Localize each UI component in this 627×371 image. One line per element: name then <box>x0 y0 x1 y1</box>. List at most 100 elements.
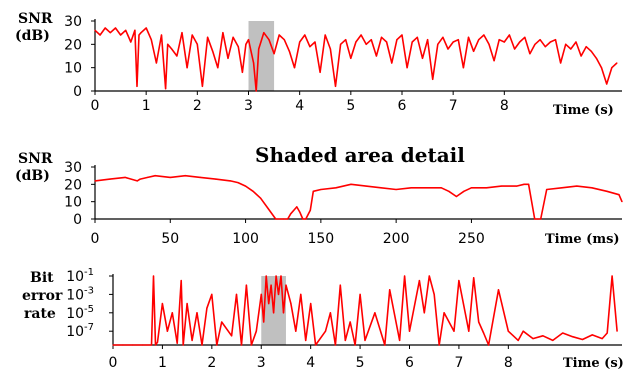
data-point <box>216 344 218 346</box>
data-point <box>275 218 277 220</box>
data-point <box>273 312 275 314</box>
data-point <box>498 39 500 41</box>
data-point <box>319 71 321 73</box>
data-point <box>513 48 516 50</box>
data-point <box>478 321 480 323</box>
data-point <box>575 41 577 43</box>
data-point <box>391 62 393 64</box>
data-point <box>196 43 198 45</box>
data-point <box>206 307 208 309</box>
data-point <box>396 39 398 41</box>
data-point <box>621 201 623 203</box>
x-tick-label: 7 <box>449 98 458 114</box>
data-point <box>152 275 155 277</box>
x-tick-label: 200 <box>383 231 410 247</box>
data-point <box>437 43 439 45</box>
data-point <box>611 67 613 69</box>
data-point <box>519 41 521 43</box>
data-point <box>418 280 420 282</box>
data-point <box>217 67 219 69</box>
y-axis-label-line-2: error <box>22 288 63 304</box>
data-point <box>389 289 391 291</box>
y-axis-label-line-1: SNR <box>18 151 53 167</box>
y-axis-label-line-2: (dB) <box>15 28 50 44</box>
data-point <box>150 344 153 346</box>
data-point <box>458 280 460 282</box>
data-point <box>423 312 425 314</box>
data-point <box>237 182 239 184</box>
x-tick-label: 2 <box>193 98 202 114</box>
x-tick-label: 4 <box>295 98 304 114</box>
data-point <box>277 293 280 295</box>
data-point <box>290 213 292 215</box>
x-tick-label: 50 <box>161 231 179 247</box>
data-point <box>478 39 480 41</box>
data-point <box>169 176 171 178</box>
x-tick-label: 150 <box>307 231 334 247</box>
data-point <box>112 344 114 346</box>
data-point <box>282 312 285 314</box>
data-point <box>201 344 203 346</box>
data-point <box>280 275 282 277</box>
x-tick-label: 1 <box>158 355 167 371</box>
data-point <box>237 46 239 48</box>
data-point <box>300 293 302 295</box>
data-point <box>285 284 287 286</box>
data-point <box>524 36 526 38</box>
data-point <box>339 43 342 45</box>
data-point <box>275 275 277 277</box>
data-point <box>349 321 351 323</box>
data-point <box>447 48 449 50</box>
data-point <box>263 321 265 323</box>
data-point <box>212 50 214 52</box>
data-point <box>606 190 608 192</box>
data-point <box>253 62 255 64</box>
data-point <box>468 330 470 332</box>
y-tick-label: 20 <box>64 177 82 193</box>
data-point <box>380 187 382 189</box>
data-point <box>263 32 265 34</box>
data-point <box>571 336 574 338</box>
x-tick-label: 7 <box>454 355 463 371</box>
data-point <box>235 293 238 295</box>
data-point <box>360 34 362 36</box>
data-point <box>299 211 301 213</box>
x-tick-label: 0 <box>109 355 118 371</box>
data-point <box>483 34 485 36</box>
data-point <box>145 27 147 29</box>
data-point <box>166 330 168 332</box>
data-point <box>186 303 188 305</box>
data-point <box>554 39 557 41</box>
x-axis-label: Time (ms) <box>545 232 620 247</box>
data-point <box>278 34 280 36</box>
x-tick-label: 6 <box>405 355 414 371</box>
data-point <box>616 62 618 64</box>
data-point <box>508 34 511 36</box>
data-point <box>125 29 127 31</box>
data-point <box>457 39 459 41</box>
data-point <box>136 85 138 87</box>
data-point <box>184 175 186 177</box>
data-point <box>260 197 262 199</box>
data-point <box>155 62 157 64</box>
data-point <box>462 67 464 69</box>
data-point <box>156 341 159 343</box>
data-point <box>229 180 232 182</box>
data-point <box>315 344 317 346</box>
data-point <box>540 218 542 220</box>
data-point <box>191 339 193 341</box>
data-point <box>94 29 96 31</box>
data-point <box>245 284 248 286</box>
data-point <box>576 185 578 187</box>
data-point <box>154 175 156 177</box>
data-point <box>191 34 193 36</box>
data-point <box>324 330 327 332</box>
data-point <box>258 48 260 50</box>
data-point <box>94 180 96 182</box>
data-point <box>487 344 490 346</box>
data-point <box>109 178 111 180</box>
data-point <box>268 39 270 41</box>
x-axis-label: Time (s) <box>563 356 624 371</box>
data-point <box>534 218 536 220</box>
data-point <box>241 71 243 73</box>
